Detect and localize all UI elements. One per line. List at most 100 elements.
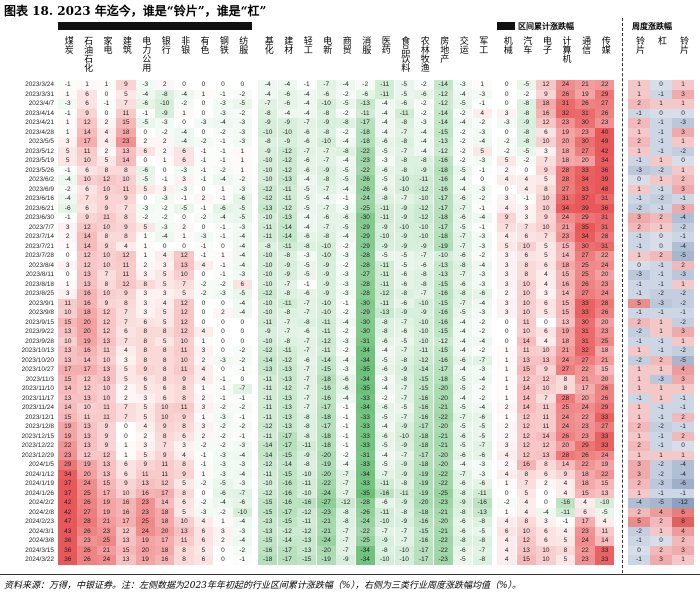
cell: 17	[155, 488, 175, 498]
cell: -13	[277, 365, 297, 375]
cell: 15	[555, 308, 576, 318]
cell: 11	[58, 298, 78, 308]
row-date: 2023/7/21	[25, 242, 54, 250]
cell: 0	[155, 165, 175, 175]
cell: -1	[672, 194, 694, 204]
cell: 1	[628, 431, 650, 441]
cell: 22	[58, 441, 78, 451]
cell: -6	[472, 450, 492, 460]
cell: -12	[316, 336, 336, 346]
cell: 8	[174, 393, 194, 403]
cell: -12	[433, 146, 453, 156]
cell: -11	[258, 412, 278, 422]
cell: 4	[96, 127, 117, 137]
cell: 3	[155, 184, 175, 194]
column-header: 石油石化	[82, 36, 93, 72]
cell: -8	[316, 108, 336, 118]
cell: -3	[472, 270, 492, 280]
cell: -11	[277, 241, 297, 251]
cell: -3	[336, 279, 356, 289]
cell: 1	[672, 80, 694, 90]
cell: 22	[595, 80, 615, 90]
cell: -4	[232, 241, 252, 251]
cell: -4	[277, 108, 297, 118]
cell: -16	[277, 488, 297, 498]
cell: 0	[628, 260, 650, 270]
cell: 3	[155, 289, 175, 299]
cell: 3	[672, 327, 694, 337]
cell: -1	[650, 127, 672, 137]
cell: 12	[77, 450, 97, 460]
cell: 12	[174, 327, 194, 337]
cell: 8	[555, 374, 576, 384]
cell: -4	[297, 213, 317, 223]
cell: 18	[77, 308, 97, 318]
cell: 2	[497, 431, 517, 441]
cell: -28	[355, 498, 375, 508]
cell: 6	[135, 374, 155, 384]
cell: -8	[516, 99, 536, 109]
cell: -5	[516, 80, 536, 90]
cell: 2	[174, 222, 194, 232]
cell: 2	[193, 194, 214, 204]
cell: 9	[155, 450, 175, 460]
cell: 6	[116, 469, 136, 479]
cell: 3	[193, 403, 214, 413]
column-header: 银行	[159, 36, 170, 54]
cell: 1	[672, 137, 694, 147]
cell: 3	[628, 460, 650, 470]
cell: -29	[355, 222, 375, 232]
cell: -11	[555, 507, 576, 517]
cell: 3	[536, 146, 556, 156]
cell: 6	[536, 127, 556, 137]
cell: -8	[316, 175, 336, 185]
cell: -15	[433, 327, 453, 337]
cell: 27	[595, 99, 615, 109]
cell: 7	[116, 203, 136, 213]
cell: -5	[453, 422, 473, 432]
cell: -11	[375, 507, 395, 517]
row-date: 2023/12/22	[21, 442, 54, 449]
cell: 21	[555, 222, 576, 232]
cell: 23	[135, 507, 155, 517]
cell: -4	[297, 108, 317, 118]
cell: -7	[453, 469, 473, 479]
cell: -6	[375, 431, 395, 441]
cell: 31	[595, 213, 615, 223]
cell: 1	[628, 346, 650, 356]
cell: -16	[414, 412, 434, 422]
cell: -34	[355, 545, 375, 555]
cell: 3	[628, 469, 650, 479]
cell: 1	[650, 222, 672, 232]
column-header: 基化	[262, 36, 273, 54]
cell: -10	[394, 175, 414, 185]
row-date: 2024/3/22	[25, 556, 54, 563]
cell: -13	[433, 270, 453, 280]
cell: -7	[297, 374, 317, 384]
cell: -1	[193, 241, 214, 251]
row-date: 2023/7/28	[25, 252, 54, 259]
cell: -7	[394, 146, 414, 156]
cell: 17	[116, 517, 136, 527]
cell: -2	[453, 127, 473, 137]
cell: 18	[555, 146, 576, 156]
cell: 20	[595, 374, 615, 384]
cell: 0	[497, 336, 517, 346]
cell: 27	[575, 355, 595, 365]
cell: -7	[297, 336, 317, 346]
cell: -5	[650, 498, 672, 508]
cell: -9	[258, 146, 278, 156]
cell: -2	[213, 165, 233, 175]
cell: -2	[135, 213, 155, 223]
row-date: 2023/9/8	[28, 309, 54, 316]
cell: -4	[536, 507, 556, 517]
column-header: 纺服	[237, 36, 248, 54]
cell: -2	[213, 279, 233, 289]
cell: -2	[672, 346, 694, 356]
cell: -22	[433, 412, 453, 422]
cell: 4	[193, 365, 214, 375]
cell: -17	[414, 450, 434, 460]
cell: -6	[375, 184, 395, 194]
cell: -7	[394, 393, 414, 403]
cell: -5	[232, 289, 252, 299]
